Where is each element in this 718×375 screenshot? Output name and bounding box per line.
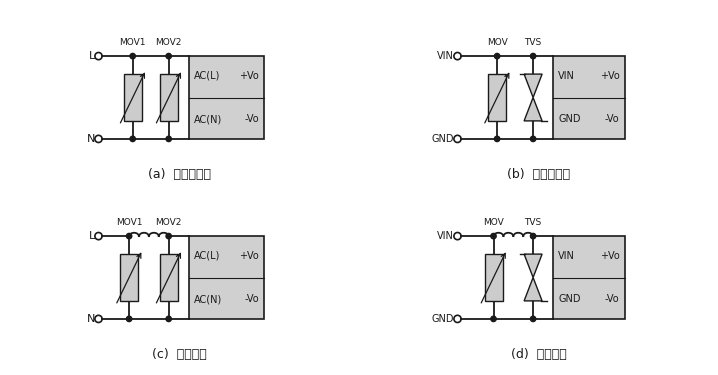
Circle shape	[126, 233, 132, 239]
Text: +Vo: +Vo	[600, 251, 620, 261]
Text: MOV1: MOV1	[116, 218, 142, 227]
Text: GND: GND	[559, 294, 581, 304]
Circle shape	[495, 136, 500, 142]
Circle shape	[495, 53, 500, 59]
Polygon shape	[524, 74, 542, 98]
Circle shape	[166, 316, 172, 322]
Text: N: N	[87, 314, 95, 324]
Circle shape	[130, 53, 136, 59]
Text: -Vo: -Vo	[244, 114, 258, 124]
Circle shape	[130, 136, 136, 142]
Text: AC(L): AC(L)	[194, 71, 220, 81]
Text: TVS: TVS	[524, 218, 541, 227]
Bar	[553, 236, 625, 319]
Circle shape	[491, 316, 496, 322]
Circle shape	[531, 233, 536, 239]
Text: AC(N): AC(N)	[194, 294, 222, 304]
Text: AC(N): AC(N)	[194, 114, 222, 124]
Text: AC(L): AC(L)	[194, 251, 220, 261]
Circle shape	[531, 53, 536, 59]
Circle shape	[166, 136, 172, 142]
Text: +Vo: +Vo	[239, 251, 258, 261]
Text: GND: GND	[559, 114, 581, 124]
Bar	[189, 236, 264, 319]
Text: (a)  不恰当应用: (a) 不恰当应用	[148, 168, 211, 182]
Bar	[553, 56, 625, 139]
Circle shape	[166, 233, 172, 239]
Bar	[123, 74, 141, 121]
Circle shape	[531, 316, 536, 322]
Bar	[485, 254, 503, 301]
Text: MOV: MOV	[487, 38, 508, 47]
Text: (d)  推荐应用: (d) 推荐应用	[510, 348, 567, 361]
Text: GND: GND	[432, 314, 454, 324]
Bar	[159, 254, 177, 301]
Text: -Vo: -Vo	[605, 294, 620, 304]
Polygon shape	[524, 254, 542, 278]
Circle shape	[166, 53, 172, 59]
Text: L: L	[88, 231, 95, 241]
Text: -Vo: -Vo	[244, 294, 258, 304]
Text: GND: GND	[432, 134, 454, 144]
Text: MOV2: MOV2	[156, 218, 182, 227]
Polygon shape	[524, 278, 542, 301]
Text: VIN: VIN	[559, 251, 575, 261]
Circle shape	[126, 316, 132, 322]
Text: (b)  不恰当应用: (b) 不恰当应用	[507, 168, 570, 182]
Text: (c)  推荐应用: (c) 推荐应用	[152, 348, 207, 361]
Bar	[120, 254, 138, 301]
Text: N: N	[87, 134, 95, 144]
Bar	[159, 74, 177, 121]
Text: VIN: VIN	[559, 71, 575, 81]
Text: +Vo: +Vo	[239, 71, 258, 81]
Text: MOV2: MOV2	[156, 38, 182, 47]
Text: +Vo: +Vo	[600, 71, 620, 81]
Text: TVS: TVS	[524, 38, 541, 47]
Text: VIN: VIN	[437, 231, 454, 241]
Polygon shape	[524, 98, 542, 121]
Circle shape	[491, 233, 496, 239]
Text: -Vo: -Vo	[605, 114, 620, 124]
Text: L: L	[88, 51, 95, 61]
Text: MOV1: MOV1	[119, 38, 146, 47]
Circle shape	[531, 136, 536, 142]
Text: MOV: MOV	[483, 218, 504, 227]
Bar	[488, 74, 506, 121]
Bar	[189, 56, 264, 139]
Text: VIN: VIN	[437, 51, 454, 61]
